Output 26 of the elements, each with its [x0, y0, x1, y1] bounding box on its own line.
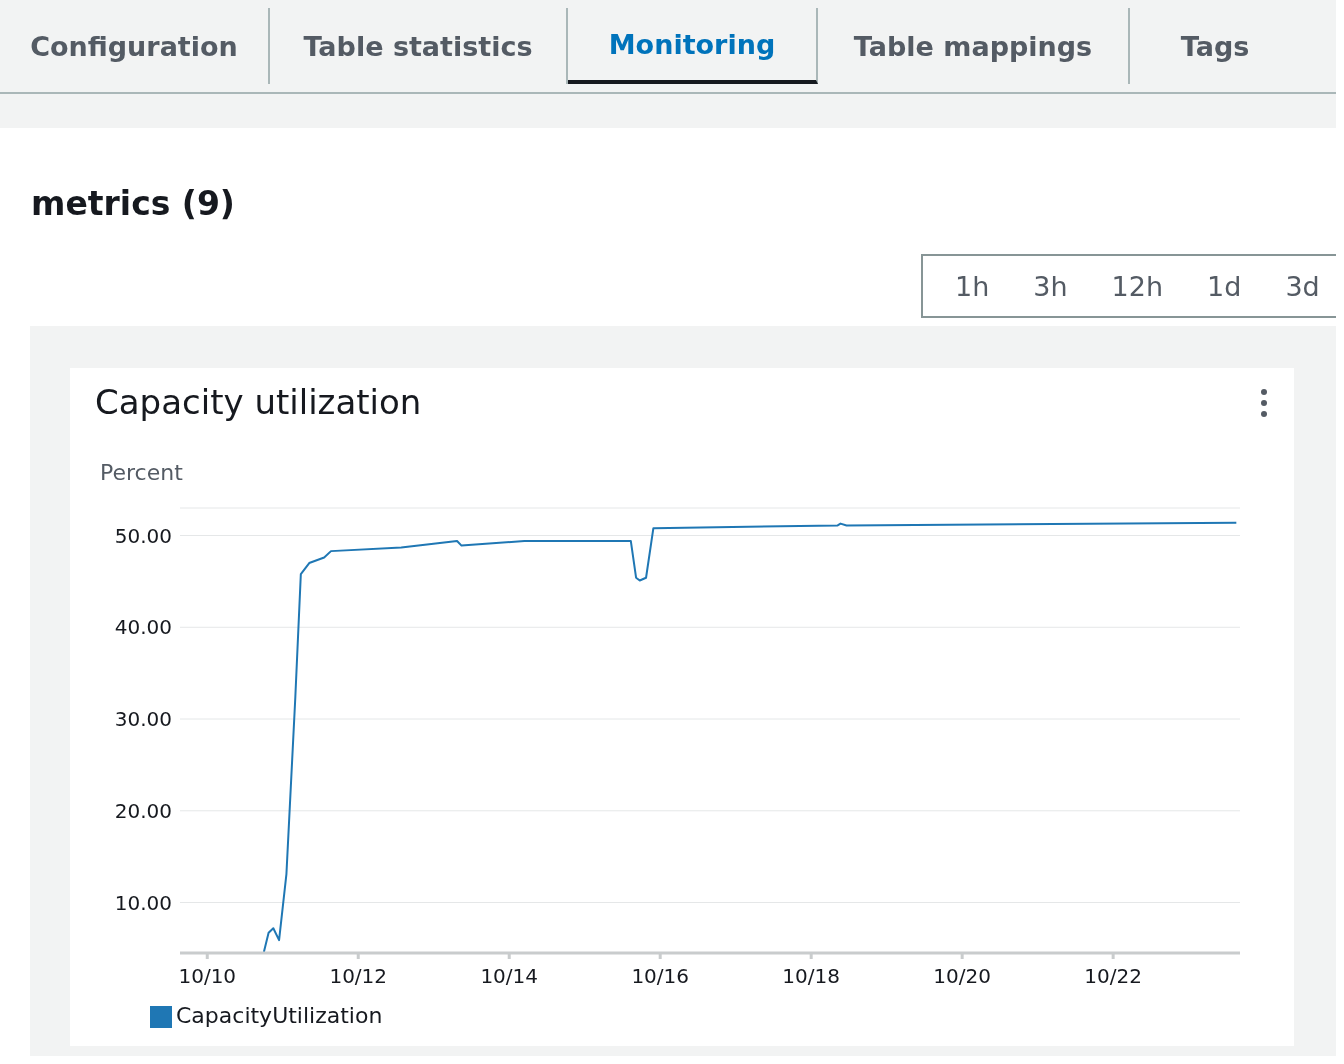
- x-tick-label: 10/16: [631, 964, 690, 989]
- y-tick-label: 10.00: [114, 890, 172, 915]
- y-tick-label: 40.00: [114, 615, 172, 640]
- text: Monitoring: [568, 8, 818, 84]
- text: 1h: [954, 270, 991, 302]
- chart-title: Capacity utilization: [95, 382, 422, 422]
- text: Table statistics: [270, 8, 568, 84]
- x-tick-label: 10/20: [933, 964, 991, 989]
- x-tick-label: 10/18: [782, 964, 840, 989]
- y-tick-label: 20.00: [114, 798, 172, 823]
- text: 12h: [1110, 270, 1165, 302]
- text: 3h: [1032, 270, 1069, 302]
- y-axis-title: Percent: [100, 460, 183, 485]
- text: 3d: [1284, 270, 1321, 302]
- x-tick-label: 10/14: [480, 964, 539, 989]
- y-tick-label: 50.00: [114, 523, 172, 548]
- legend-label: CapacityUtilization: [176, 1003, 383, 1028]
- text: Configuration: [0, 8, 270, 84]
- text: Tags: [1179, 29, 1251, 64]
- text: Table mappings: [818, 8, 1130, 84]
- x-tick-label: 10/22: [1084, 964, 1142, 989]
- text: 1d: [1206, 270, 1243, 302]
- x-tick-label: 10/10: [178, 964, 237, 989]
- y-tick-label: 30.00: [114, 707, 172, 732]
- chart-subtitle: metrics (9): [31, 184, 235, 223]
- x-tick-label: 10/12: [329, 964, 388, 989]
